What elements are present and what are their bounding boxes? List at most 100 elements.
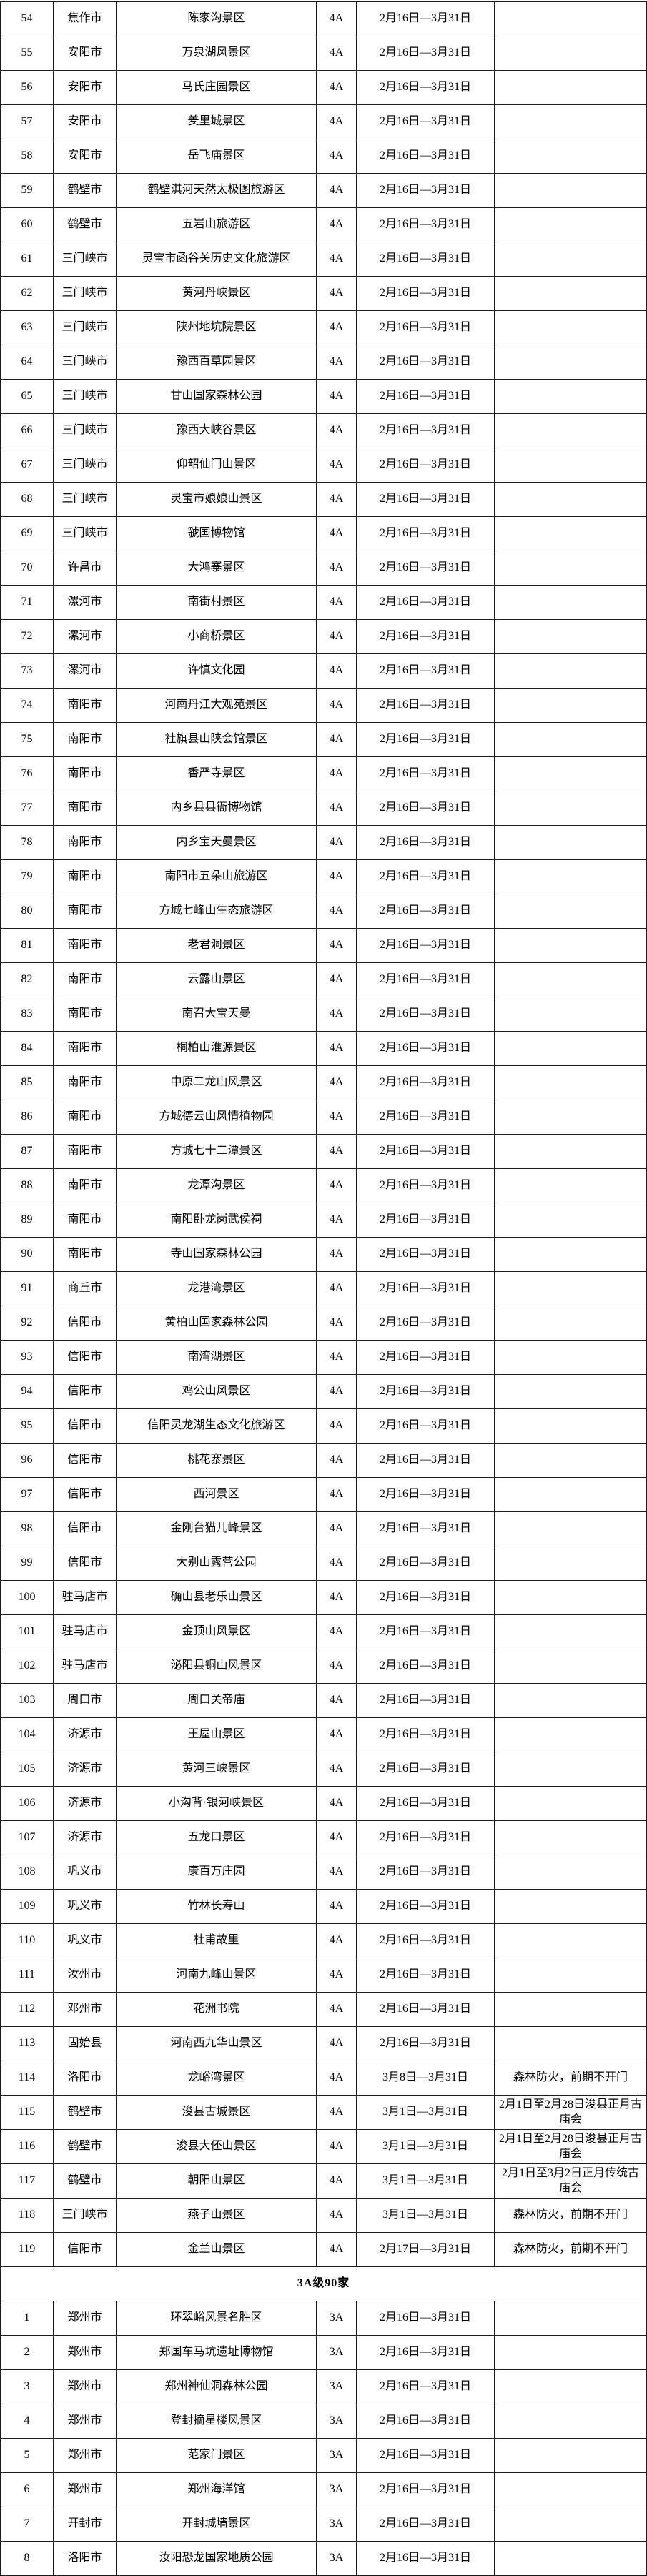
grade-cell: 4A xyxy=(316,894,357,929)
row-number-cell: 73 xyxy=(0,653,54,689)
date-range-cell: 2月16日—3月31日 xyxy=(356,653,495,689)
city-cell: 三门峡市 xyxy=(53,379,117,414)
date-range-cell: 2月16日—3月31日 xyxy=(356,139,495,174)
table-row: 7 开封市 开封城墙景区 3A 2月16日—3月31日 xyxy=(0,2507,647,2542)
scenic-area-name-cell: 龙潭沟景区 xyxy=(116,1168,317,1203)
remark-cell xyxy=(494,2541,647,2576)
table-row: 94 信阳市 鸡公山风景区 4A 2月16日—3月31日 xyxy=(0,1374,647,1409)
scenic-area-name-cell: 云露山景区 xyxy=(116,962,317,997)
scenic-area-name-cell: 香严寺景区 xyxy=(116,756,317,791)
row-number-cell: 91 xyxy=(0,1271,54,1306)
city-cell: 巩义市 xyxy=(53,1855,117,1890)
table-row: 116 鹤壁市 浚县大伾山景区 4A 3月1日—3月31日 2月1日至2月28日… xyxy=(0,2129,647,2164)
row-number-cell: 58 xyxy=(0,139,54,174)
date-range-cell: 2月16日—3月31日 xyxy=(356,379,495,414)
remark-cell xyxy=(494,36,647,71)
row-number-cell: 111 xyxy=(0,1958,54,1993)
remark-cell xyxy=(494,1786,647,1821)
city-cell: 开封市 xyxy=(53,2507,117,2542)
table-row: 66 三门峡市 豫西大峡谷景区 4A 2月16日—3月31日 xyxy=(0,413,647,448)
date-range-cell: 2月16日—3月31日 xyxy=(356,2026,495,2061)
grade-cell: 4A xyxy=(316,1992,357,2027)
scenic-area-name-cell: 寺山国家森林公园 xyxy=(116,1237,317,1272)
scenic-area-name-cell: 黄河丹峡景区 xyxy=(116,276,317,311)
table-row: 100 驻马店市 确山县老乐山景区 4A 2月16日—3月31日 xyxy=(0,1580,647,1615)
date-range-cell: 2月16日—3月31日 xyxy=(356,585,495,620)
table-row: 77 南阳市 内乡县县衙博物馆 4A 2月16日—3月31日 xyxy=(0,791,647,826)
scenic-area-name-cell: 五岩山旅游区 xyxy=(116,207,317,242)
grade-cell: 4A xyxy=(316,413,357,448)
table-row: 87 南阳市 方城七十二潭景区 4A 2月16日—3月31日 xyxy=(0,1134,647,1169)
date-range-cell: 3月1日—3月31日 xyxy=(356,2129,495,2164)
table-row: 90 南阳市 寺山国家森林公园 4A 2月16日—3月31日 xyxy=(0,1237,647,1272)
scenic-area-name-cell: 社旗县山陕会馆景区 xyxy=(116,722,317,757)
city-cell: 信阳市 xyxy=(53,1546,117,1581)
city-cell: 三门峡市 xyxy=(53,242,117,277)
row-number-cell: 59 xyxy=(0,173,54,208)
remark-cell xyxy=(494,207,647,242)
city-cell: 鹤壁市 xyxy=(53,173,117,208)
remark-cell xyxy=(494,619,647,654)
grade-cell: 4A xyxy=(316,310,357,345)
remark-cell: 森林防火，前期不开门 xyxy=(494,2232,647,2267)
row-number-cell: 83 xyxy=(0,997,54,1032)
remark-cell xyxy=(494,310,647,345)
scenic-area-name-cell: 金兰山景区 xyxy=(116,2232,317,2267)
city-cell: 信阳市 xyxy=(53,1340,117,1375)
grade-cell: 4A xyxy=(316,653,357,689)
remark-cell xyxy=(494,1271,647,1306)
table-row: 119 信阳市 金兰山景区 4A 2月17日—3月31日 森林防火，前期不开门 xyxy=(0,2232,647,2267)
row-number-cell: 114 xyxy=(0,2061,54,2096)
remark-cell xyxy=(494,1717,647,1752)
remark-cell xyxy=(494,2472,647,2507)
city-cell: 南阳市 xyxy=(53,1100,117,1135)
remark-cell xyxy=(494,653,647,689)
scenic-area-name-cell: 万泉湖风景区 xyxy=(116,36,317,71)
row-number-cell: 109 xyxy=(0,1889,54,1924)
city-cell: 南阳市 xyxy=(53,859,117,894)
row-number-cell: 81 xyxy=(0,928,54,963)
row-number-cell: 71 xyxy=(0,585,54,620)
date-range-cell: 2月16日—3月31日 xyxy=(356,1237,495,1272)
scenic-area-name-cell: 豫西大峡谷景区 xyxy=(116,413,317,448)
scenic-area-name-cell: 仰韶仙门山景区 xyxy=(116,448,317,483)
date-range-cell: 2月16日—3月31日 xyxy=(356,1649,495,1684)
table-row: 117 鹤壁市 朝阳山景区 4A 3月1日—3月31日 2月1日至3月2日正月传… xyxy=(0,2163,647,2199)
table-row: 80 南阳市 方城七峰山生态旅游区 4A 2月16日—3月31日 xyxy=(0,894,647,929)
row-number-cell: 89 xyxy=(0,1203,54,1238)
grade-cell: 4A xyxy=(316,2129,357,2164)
scenic-area-name-cell: 西河景区 xyxy=(116,1477,317,1512)
remark-cell xyxy=(494,104,647,139)
date-range-cell: 2月16日—3月31日 xyxy=(356,2438,495,2473)
city-cell: 巩义市 xyxy=(53,1923,117,1958)
row-number-cell: 95 xyxy=(0,1408,54,1444)
scenic-area-name-cell: 老君洞景区 xyxy=(116,928,317,963)
date-range-cell: 3月1日—3月31日 xyxy=(356,2095,495,2130)
row-number-cell: 87 xyxy=(0,1134,54,1169)
date-range-cell: 2月16日—3月31日 xyxy=(356,2404,495,2439)
row-number-cell: 60 xyxy=(0,207,54,242)
row-number-cell: 101 xyxy=(0,1614,54,1649)
table-row: 69 三门峡市 虢国博物馆 4A 2月16日—3月31日 xyxy=(0,516,647,551)
grade-cell: 4A xyxy=(316,1271,357,1306)
date-range-cell: 2月16日—3月31日 xyxy=(356,756,495,791)
table-row: 68 三门峡市 灵宝市娘娘山景区 4A 2月16日—3月31日 xyxy=(0,482,647,517)
grade-cell: 4A xyxy=(316,207,357,242)
grade-cell: 4A xyxy=(316,379,357,414)
city-cell: 南阳市 xyxy=(53,928,117,963)
grade-cell: 4A xyxy=(316,1855,357,1890)
date-range-cell: 2月16日—3月31日 xyxy=(356,1717,495,1752)
city-cell: 鹤壁市 xyxy=(53,2163,117,2199)
scenic-area-name-cell: 浚县大伾山景区 xyxy=(116,2129,317,2164)
scenic-area-name-cell: 确山县老乐山景区 xyxy=(116,1580,317,1615)
remark-cell xyxy=(494,825,647,860)
city-cell: 三门峡市 xyxy=(53,345,117,380)
table-row: 110 巩义市 杜甫故里 4A 2月16日—3月31日 xyxy=(0,1923,647,1958)
scenic-area-name-cell: 信阳灵龙湖生态文化旅游区 xyxy=(116,1408,317,1444)
table-row: 95 信阳市 信阳灵龙湖生态文化旅游区 4A 2月16日—3月31日 xyxy=(0,1408,647,1444)
date-range-cell: 2月16日—3月31日 xyxy=(356,2472,495,2507)
date-range-cell: 2月16日—3月31日 xyxy=(356,1683,495,1718)
table-row: 58 安阳市 岳飞庙景区 4A 2月16日—3月31日 xyxy=(0,139,647,174)
grade-cell: 4A xyxy=(316,70,357,105)
city-cell: 巩义市 xyxy=(53,1889,117,1924)
